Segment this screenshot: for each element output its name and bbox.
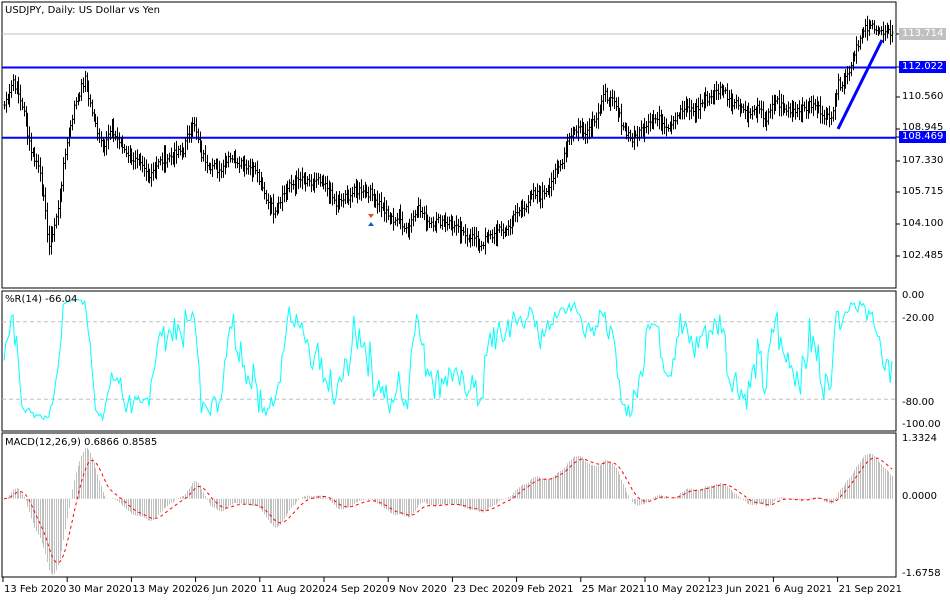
date-label: 26 Jun 2020 [196, 584, 257, 595]
macd-tick: -1.6758 [902, 568, 941, 579]
date-label: 13 May 2020 [132, 584, 198, 595]
wpr-label: %R(14) -66.04 [5, 294, 78, 305]
date-label: 24 Sep 2020 [325, 584, 389, 595]
date-label: 6 Aug 2021 [774, 584, 833, 595]
date-label: 23 Jun 2021 [710, 584, 771, 595]
buy-arrow-icon [368, 222, 374, 226]
date-label: 13 Feb 2020 [4, 584, 67, 595]
price-tick: 110.560 [902, 91, 944, 102]
date-label: 9 Nov 2020 [389, 584, 447, 595]
wpr-tick: -20.00 [902, 313, 935, 324]
wpr-tick: 0.00 [902, 290, 925, 301]
date-label: 23 Dec 2020 [453, 584, 518, 595]
price-tick: 104.100 [902, 218, 944, 229]
macd-tick: 0.0000 [902, 491, 937, 502]
main-pane [1, 1, 897, 289]
date-label: 9 Feb 2021 [517, 584, 574, 595]
macd-tick: 1.3324 [902, 433, 937, 444]
sell-arrow-icon [368, 214, 374, 218]
trendline [836, 39, 884, 130]
chart-title: USDJPY, Daily: US Dollar vs Yen [5, 5, 160, 16]
level-tag-108: 108.469 [899, 131, 947, 143]
current-price-tag: 113.714 [899, 28, 947, 40]
price-tick: 105.715 [902, 186, 944, 197]
macd-signal-line [3, 457, 893, 564]
price-tick: 108.945 [902, 122, 944, 133]
wpr-tick: -100.00 [902, 419, 941, 430]
price-tick: 102.485 [902, 250, 944, 261]
date-label: 21 Sep 2021 [838, 584, 902, 595]
level-tag-112: 112.022 [899, 61, 947, 73]
wpr-tick: -80.00 [902, 397, 935, 408]
macd-pane [1, 432, 897, 578]
date-label: 10 May 2021 [646, 584, 712, 595]
date-label: 11 Aug 2020 [260, 584, 325, 595]
wpr-line [3, 298, 893, 422]
price-tick: 107.330 [902, 155, 944, 166]
macd-label: MACD(12,26,9) 0.6866 0.8585 [5, 437, 158, 448]
date-label: 30 Mar 2020 [68, 584, 132, 595]
date-label: 25 Mar 2021 [581, 584, 646, 595]
